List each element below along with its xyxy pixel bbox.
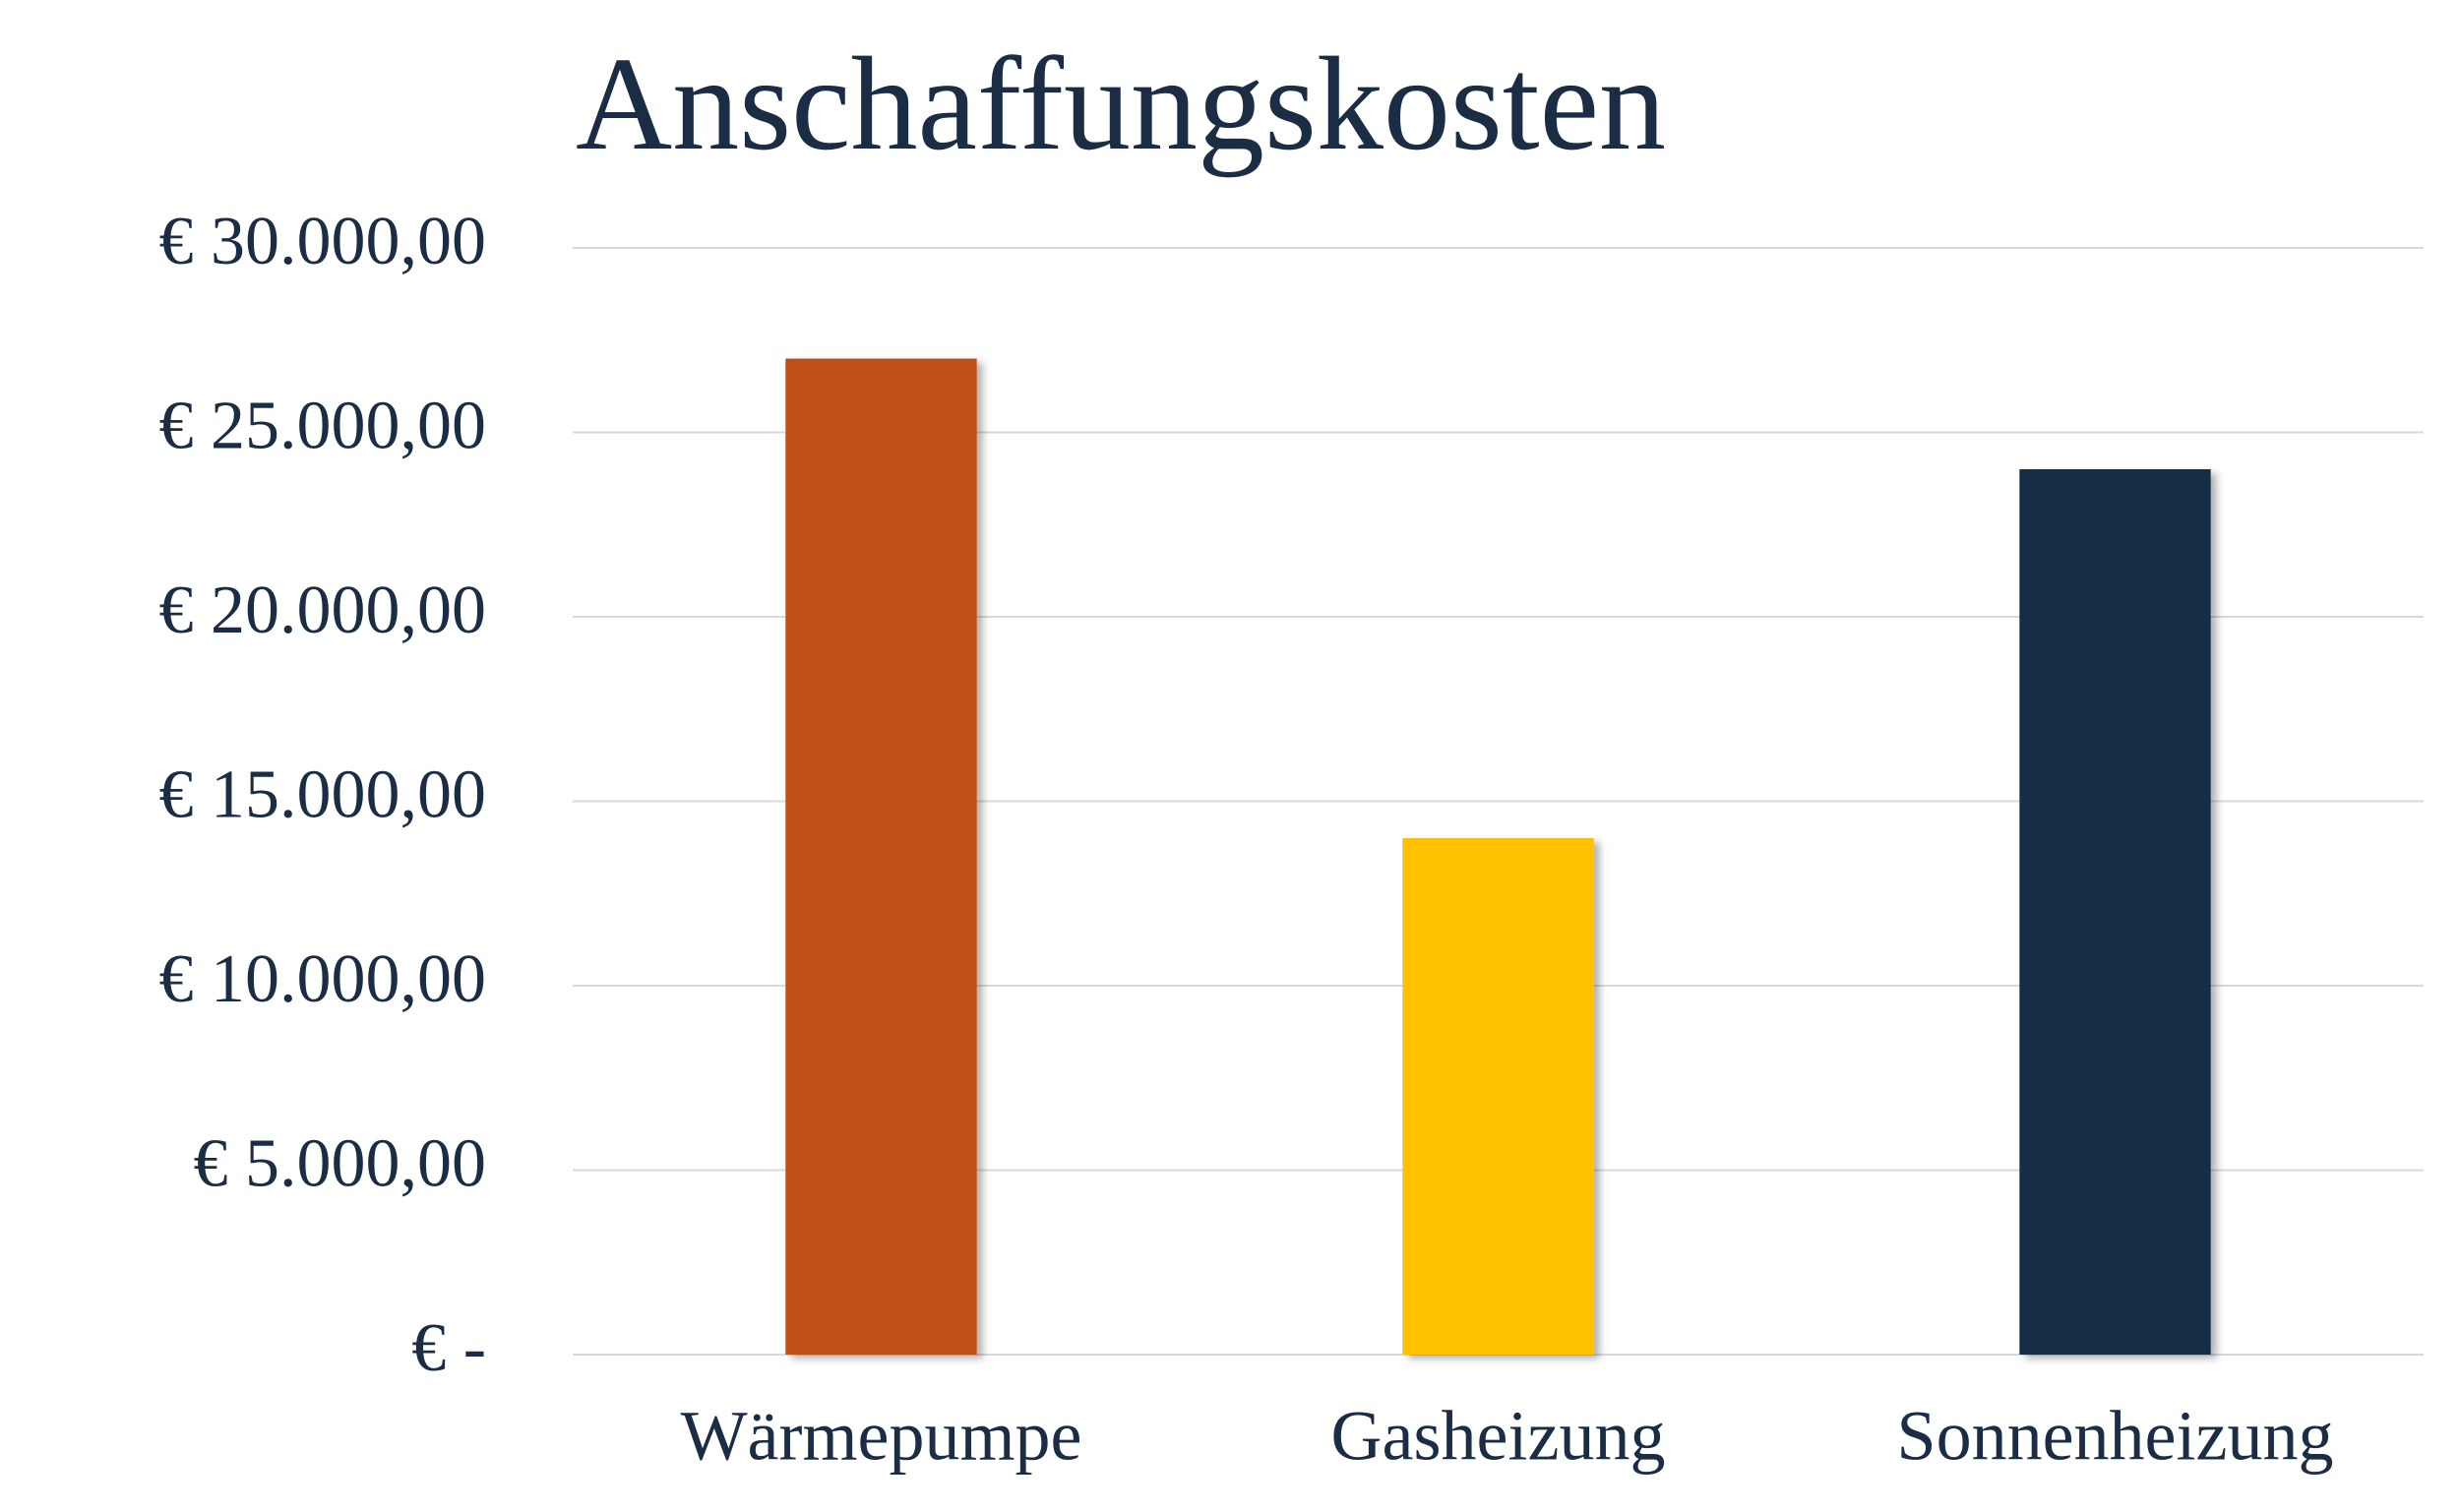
x-tick-label: Sonnenheizung <box>1897 1397 2334 1476</box>
x-tick-label: Gasheizung <box>1331 1397 1666 1476</box>
y-tick-label: € - <box>411 1310 486 1386</box>
y-tick-label: € 5.000,00 <box>194 1126 487 1202</box>
bar <box>2019 469 2211 1355</box>
bar <box>1402 838 1594 1355</box>
y-tick-label: € 15.000,00 <box>159 757 487 833</box>
y-tick-label: € 10.000,00 <box>159 941 487 1017</box>
x-tick-label: Wärmepumpe <box>681 1397 1082 1476</box>
bar <box>785 358 977 1355</box>
y-tick-label: € 30.000,00 <box>159 204 487 279</box>
y-tick-label: € 25.000,00 <box>159 389 487 464</box>
y-tick-label: € 20.000,00 <box>159 573 487 648</box>
chart-title: Anschaffungskosten <box>576 30 1666 178</box>
